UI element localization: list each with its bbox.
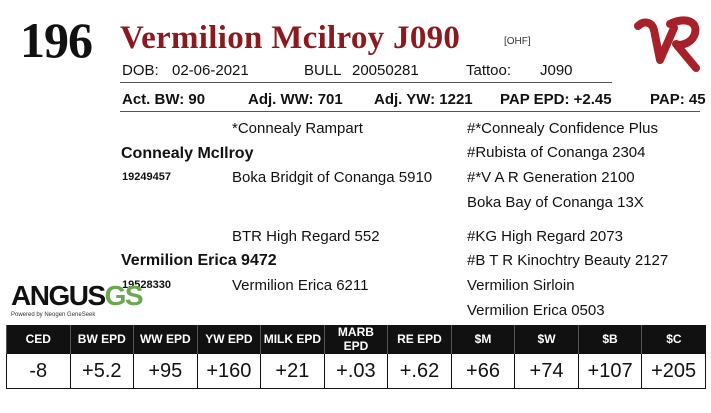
angus-word: ANGUS	[11, 280, 106, 311]
epd-value-milk-epd: +21	[260, 353, 325, 389]
dam-dam-sire: Vermilion Sirloin	[467, 277, 575, 294]
epd-header-milk-epd: MILK EPD	[260, 325, 325, 354]
dob-value: 02-06-2021	[172, 62, 249, 79]
epd-table: CED BW EPD WW EPD YW EPD MILK EPD MARB EPD RE …	[6, 325, 706, 389]
sire-sire: *Connealy Rampart	[232, 120, 363, 137]
epd-value-yw-epd: +160	[196, 353, 262, 389]
epd-header-yw-epd: YW EPD	[196, 325, 261, 354]
dam-sire-sire: #KG High Regard 2073	[467, 228, 623, 245]
sire-sire-sire: #*Connealy Confidence Plus	[467, 120, 658, 137]
dam-dam: Vermilion Erica 6211	[232, 277, 369, 294]
epd-header--b: $B	[577, 325, 642, 354]
dam-name: Vermilion Erica 9472	[121, 252, 277, 269]
epd-value--m: +66	[450, 353, 516, 389]
sire-sire-dam: #Rubista of Conanga 2304	[467, 144, 646, 161]
tag-label: [OHF]	[504, 36, 531, 47]
epd-value-marb-epd: +.03	[323, 353, 389, 389]
dam-sire-dam: #B T R Kinochtry Beauty 2127	[467, 252, 669, 269]
pap-epd: PAP EPD: +2.45	[500, 91, 612, 108]
sire-dam: Boka Bridgit of Conanga 5910	[232, 169, 433, 186]
adj-ww: Adj. WW: 701	[248, 91, 343, 108]
vr-brand-logo	[634, 16, 700, 72]
epd-header-ced: CED	[6, 325, 71, 354]
dam-sire: BTR High Regard 552	[232, 228, 380, 245]
dam-registration: 19528330	[122, 279, 171, 291]
epd-value--w: +74	[514, 353, 579, 389]
epd-header-ww-epd: WW EPD	[133, 325, 198, 354]
divider-2	[120, 111, 700, 112]
tattoo-value: J090	[540, 62, 573, 79]
epd-header-re-epd: RE EPD	[387, 325, 452, 354]
sire-dam-sire: #*V A R Generation 2100	[467, 169, 635, 186]
dob-label: DOB:	[122, 62, 159, 79]
adj-yw: Adj. YW: 1221	[374, 91, 473, 108]
angus-tagline: Powered by Neogen GeneSeek	[11, 312, 96, 318]
epd-header--w: $W	[514, 325, 579, 354]
epd-header-bw-epd: BW EPD	[69, 325, 134, 354]
divider-1	[120, 82, 612, 83]
sire-registration: 19249457	[122, 171, 171, 183]
epd-header--m: $M	[450, 325, 515, 354]
epd-value-re-epd: +.62	[387, 353, 452, 389]
epd-value-ced: -8	[6, 353, 71, 389]
act-bw: Act. BW: 90	[122, 91, 206, 108]
pap: PAP: 45	[650, 91, 706, 108]
sire-dam-dam: Boka Bay of Conanga 13X	[467, 194, 644, 211]
epd-header-row: CED BW EPD WW EPD YW EPD MILK EPD MARB EPD RE …	[6, 325, 706, 354]
animal-name: Vermilion Mcilroy J090	[120, 20, 461, 56]
epd-value--b: +107	[577, 353, 643, 389]
lot-number: 196	[20, 12, 93, 68]
epd-header--c: $C	[641, 325, 706, 354]
epd-header-marb-epd: MARB EPD	[323, 325, 388, 354]
epd-value-ww-epd: +95	[133, 353, 198, 389]
epd-value-bw-epd: +5.2	[69, 353, 135, 389]
epd-value--c: +205	[641, 353, 706, 389]
epd-value-row: -8 +5.2 +95 +160 +21 +.03 +.62 +66 +74 +107 +205	[6, 353, 706, 389]
registration-number: 20050281	[352, 62, 419, 79]
angus-gs-logo: ANGUSGS Powered by Neogen GeneSeek	[11, 280, 144, 319]
dam-dam-dam: Vermilion Erica 0503	[467, 302, 605, 319]
tattoo-label: Tattoo:	[466, 62, 512, 79]
sire-name: Connealy McIlroy	[121, 145, 254, 162]
sex-label: BULL	[304, 62, 342, 79]
gs-word: GS	[104, 280, 144, 311]
